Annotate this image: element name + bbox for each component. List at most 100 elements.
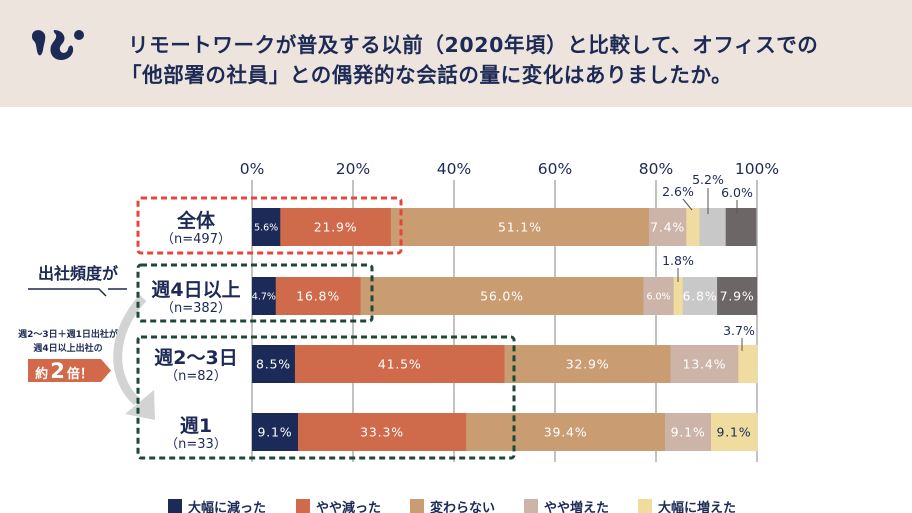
bar-segment — [297, 413, 467, 451]
highlight-box-4days-or-more — [136, 263, 374, 323]
data-label: 6.8% — [682, 289, 717, 304]
bar-segment — [360, 277, 644, 315]
bar-segment — [252, 208, 281, 246]
bar-segment — [670, 345, 739, 383]
sample-size-label: （n=82） — [165, 369, 227, 384]
data-label: 9.1% — [671, 425, 706, 440]
legend-label: 大幅に減った — [188, 500, 266, 513]
data-label: 4.7% — [252, 292, 276, 303]
data-label: 7.4% — [650, 220, 685, 235]
bar-segment — [717, 277, 758, 315]
comparison-note-line-2: 週4日以上出社の — [33, 342, 102, 354]
x-tick-label: 20% — [336, 160, 370, 178]
bar-segment — [665, 413, 712, 451]
bar-segment — [648, 208, 687, 246]
highlight-boxes — [136, 196, 516, 460]
data-label: 6.0% — [646, 292, 670, 303]
page-title-line-2: 「他部署の社員」との偶発的な会話の量に変化はありましたか。 — [121, 63, 733, 87]
bar-segment — [294, 345, 505, 383]
badge-text: 約2 倍！ — [35, 359, 93, 383]
sample-size-label: （n=382） — [161, 301, 231, 316]
bar-segment — [390, 208, 650, 246]
frequency-label: 出社頻度が — [38, 264, 118, 283]
x-tick-label: 80% — [639, 160, 673, 178]
badge-prefix: 約 — [35, 366, 48, 382]
category-label: 全体 — [176, 209, 216, 232]
data-label: 6.0% — [721, 185, 753, 200]
x-axis-ticks: 0% 20% 40% 60% 80% 100% — [240, 160, 779, 178]
data-label: 33.3% — [360, 425, 404, 440]
bar-segment — [682, 277, 718, 315]
data-label: 9.1% — [257, 425, 292, 440]
legend-item: 大幅に減った — [168, 499, 266, 513]
sample-size-label: （n=497） — [161, 232, 231, 247]
legend-label: 変わらない — [430, 500, 495, 513]
highlight-box-overall — [136, 196, 403, 255]
bar-segment — [252, 413, 299, 451]
bar-segment — [711, 413, 758, 451]
legend-item: やや減った — [296, 499, 381, 513]
squirrel-logo-icon — [32, 30, 84, 60]
comparison-note-line-1: 週2～3日＋週1日出社が — [18, 328, 119, 340]
data-label: 2.6% — [662, 184, 694, 199]
curved-arrow-down-icon — [113, 294, 155, 420]
data-labels-layer: 5.6% 21.9% 51.1% 7.4%2.6%5.2%6.0%4.7% 16.8% 5… — [252, 172, 755, 440]
bars-layer — [252, 208, 758, 451]
data-label: 5.2% — [692, 172, 724, 187]
data-label: 16.8% — [296, 289, 340, 304]
bar-segment — [686, 208, 700, 246]
data-label: 32.9% — [566, 357, 610, 372]
highlight-box-1-to-3-days — [136, 335, 516, 460]
legend-swatch — [296, 499, 310, 513]
leader-line — [682, 198, 693, 211]
legend-swatch — [410, 499, 424, 513]
data-label: 51.1% — [498, 220, 542, 235]
legend-swatch — [168, 499, 182, 513]
bar-segment — [504, 345, 671, 383]
legend-item: 変わらない — [410, 499, 495, 513]
header-banner: リモートワークが普及する以前（2020年頃）と比較して、オフィスでの 「他部署の… — [0, 0, 912, 107]
page-title-line-1: リモートワークが普及する以前（2020年頃）と比較して、オフィスでの — [128, 33, 819, 57]
category-label: 週2～3日 — [154, 347, 237, 369]
bar-segment — [725, 208, 757, 246]
sample-size-label: （n=33） — [165, 437, 227, 452]
category-labels: 全体（n=497） 週4日以上（n=382） 週2～3日（n=82） 週1（n=33） — [151, 209, 240, 452]
data-label: 7.9% — [720, 289, 755, 304]
bar-segment — [275, 277, 361, 315]
bar-segment — [252, 345, 296, 383]
legend-label: やや減った — [316, 500, 381, 513]
bar-segment — [466, 413, 666, 451]
x-tick-label: 100% — [735, 160, 779, 178]
highlight-badge — [28, 359, 111, 382]
legend-label: 大幅に増えた — [658, 500, 736, 513]
data-label: 39.4% — [544, 425, 588, 440]
data-label: 5.6% — [254, 223, 278, 234]
bar-segment — [673, 277, 684, 315]
legend: 大幅に減った やや減った 変わらない やや増えた 大幅に増えた — [168, 499, 736, 513]
data-label: 56.0% — [480, 289, 524, 304]
data-label: 8.5% — [256, 357, 291, 372]
x-tick-label: 40% — [437, 160, 471, 178]
x-tick-label: 60% — [538, 160, 572, 178]
legend-item: やや増えた — [524, 499, 609, 513]
data-label: 41.5% — [378, 357, 422, 372]
data-label: 13.4% — [683, 357, 727, 372]
badge-number: 2 — [50, 359, 65, 383]
bar-segment — [280, 208, 392, 246]
frequency-annotation: 出社頻度が 週2～3日＋週1日出社が 週4日以上出社の 約2 倍！ — [18, 264, 155, 420]
badge-suffix: 倍！ — [67, 366, 93, 382]
frequency-underline — [28, 288, 107, 297]
x-tick-label: 0% — [240, 160, 265, 178]
data-label: 3.7% — [723, 323, 755, 338]
data-label: 1.8% — [662, 253, 694, 268]
category-label: 週4日以上 — [151, 279, 240, 301]
bar-segment — [643, 277, 674, 315]
bar-segment — [252, 277, 277, 315]
legend-swatch — [524, 499, 538, 513]
legend-label: やや増えた — [544, 500, 609, 513]
legend-item: 大幅に増えた — [638, 499, 736, 513]
data-label: 21.9% — [314, 220, 358, 235]
bar-segment — [738, 345, 758, 383]
